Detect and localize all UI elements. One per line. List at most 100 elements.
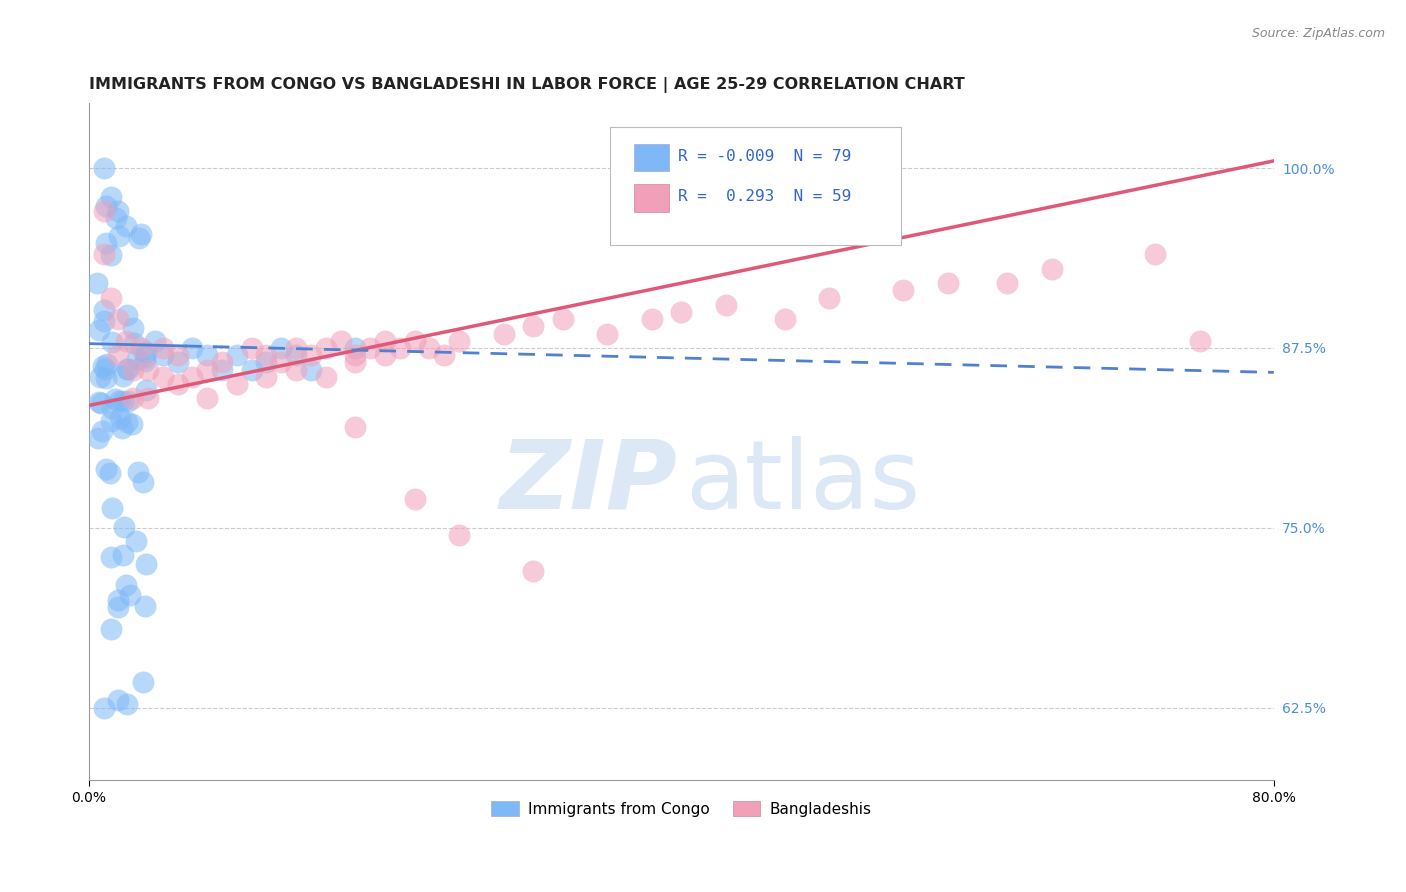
Point (89, 323, 111, 337)
Point (93, 161, 115, 175)
Point (135, 345, 157, 359)
Point (1188, 334, 1211, 348)
Point (93, 313, 115, 327)
Point (128, 231, 150, 245)
Point (270, 341, 292, 355)
FancyBboxPatch shape (634, 144, 669, 171)
Text: R = -0.009  N = 79: R = -0.009 N = 79 (678, 149, 851, 163)
Point (359, 341, 381, 355)
Point (714, 298, 737, 312)
Text: ZIP: ZIP (501, 435, 678, 529)
Point (449, 334, 471, 348)
Point (256, 369, 278, 384)
Point (100, 622, 122, 636)
Point (122, 362, 145, 376)
Text: atlas: atlas (685, 435, 920, 529)
Point (1144, 247, 1167, 261)
Point (285, 348, 308, 362)
Point (492, 326, 515, 341)
Point (135, 557, 157, 571)
Point (90, 395, 112, 409)
Point (270, 355, 292, 369)
Point (773, 312, 796, 326)
Point (374, 334, 396, 348)
Point (98, 466, 121, 480)
Point (240, 341, 263, 355)
FancyBboxPatch shape (610, 127, 900, 245)
Point (112, 368, 135, 383)
Point (96, 370, 118, 384)
Point (166, 355, 188, 369)
Text: IMMIGRANTS FROM CONGO VS BANGLADESHI IN LABOR FORCE | AGE 25-29 CORRELATION CHAR: IMMIGRANTS FROM CONGO VS BANGLADESHI IN … (89, 78, 965, 94)
Point (115, 697, 138, 711)
Point (100, 549, 122, 564)
Point (344, 420, 367, 434)
Point (107, 312, 129, 326)
Point (522, 319, 544, 334)
Point (195, 348, 218, 362)
Point (93, 302, 115, 317)
Point (104, 392, 127, 406)
Point (112, 548, 135, 562)
Point (93, 700, 115, 714)
Point (114, 334, 136, 348)
Point (132, 475, 155, 489)
Point (818, 291, 841, 305)
Point (152, 369, 174, 384)
Point (107, 592, 129, 607)
Point (127, 465, 149, 479)
Point (404, 491, 426, 506)
Point (329, 334, 352, 348)
Point (166, 348, 188, 362)
Point (115, 415, 138, 429)
Point (135, 383, 157, 397)
Point (995, 276, 1018, 290)
Point (89, 369, 111, 384)
Point (640, 312, 662, 326)
Point (108, 411, 131, 425)
Point (893, 284, 915, 298)
Point (101, 501, 124, 516)
Point (211, 355, 233, 369)
Point (418, 341, 440, 355)
Point (256, 348, 278, 362)
Point (86, 276, 108, 290)
Point (111, 393, 134, 408)
Point (315, 341, 337, 355)
Point (117, 308, 139, 322)
Point (136, 362, 159, 376)
Point (107, 228, 129, 243)
Point (122, 392, 145, 406)
Text: R =  0.293  N = 59: R = 0.293 N = 59 (678, 189, 851, 204)
Point (136, 392, 159, 406)
Point (551, 312, 574, 326)
Point (225, 348, 247, 362)
Point (134, 354, 156, 368)
Point (93, 204, 115, 219)
Point (256, 355, 278, 369)
Point (388, 341, 411, 355)
Point (94, 462, 117, 476)
Point (166, 376, 188, 391)
Point (299, 348, 322, 362)
Legend: Immigrants from Congo, Bangladeshis: Immigrants from Congo, Bangladeshis (485, 795, 877, 822)
FancyBboxPatch shape (634, 185, 669, 211)
Point (100, 291, 122, 305)
Point (94, 362, 117, 376)
Point (125, 533, 148, 548)
Point (152, 341, 174, 355)
Point (117, 362, 139, 376)
Point (107, 693, 129, 707)
Point (181, 369, 204, 384)
Point (195, 362, 218, 376)
Point (936, 276, 959, 290)
Point (94, 199, 117, 213)
Point (91, 425, 114, 439)
Point (101, 335, 124, 350)
Point (104, 211, 127, 225)
Point (299, 362, 322, 376)
Point (596, 326, 619, 341)
Point (94, 236, 117, 251)
Point (285, 341, 308, 355)
Point (344, 341, 367, 355)
